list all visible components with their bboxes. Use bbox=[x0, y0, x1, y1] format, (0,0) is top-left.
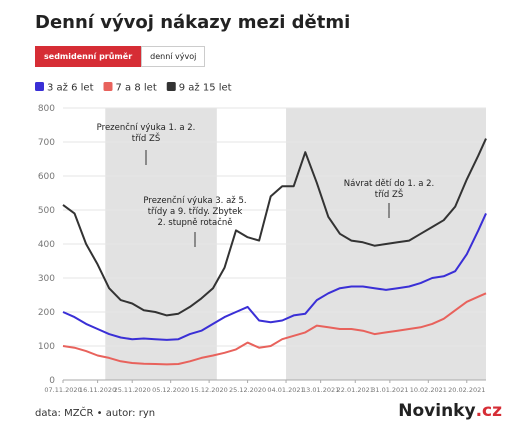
x-tick-label: 22.01.2021 bbox=[337, 386, 374, 394]
x-tick-label: 20.02.2021 bbox=[448, 386, 485, 394]
y-tick-label: 200 bbox=[38, 308, 55, 318]
chart: 0 100 200 300 400 500 600 700 800 07.11.202016.11… bbox=[35, 82, 487, 394]
series-line bbox=[62, 292, 487, 366]
y-tick-label: 700 bbox=[38, 138, 55, 148]
toggle: sedmidenní průměr denní vývoj bbox=[35, 46, 206, 67]
x-tick-label: 10.02.2021 bbox=[410, 386, 447, 394]
legend-swatch bbox=[103, 82, 113, 91]
x-tick-label: 16.11.2020 bbox=[79, 386, 116, 394]
annotation: tříd ZŠ bbox=[375, 188, 404, 200]
button-7day[interactable]: sedmidenní průměr bbox=[35, 46, 142, 67]
y-tick-label: 800 bbox=[38, 104, 55, 114]
x-tick-label: 05.12.2020 bbox=[152, 386, 189, 394]
y-tick-label: 400 bbox=[38, 240, 55, 250]
x-tick-label: 25.11.2020 bbox=[114, 386, 151, 394]
annotation: tříd ZŠ bbox=[132, 132, 161, 144]
series-line bbox=[62, 212, 487, 341]
legend-swatch bbox=[35, 82, 44, 91]
logo-text: Novinky bbox=[398, 401, 476, 421]
annotation: Prezenční výuka 1. a 2. bbox=[97, 122, 196, 133]
annotation: Prezenční výuka 3. až 5. bbox=[143, 195, 246, 206]
x-tick-label: 15.12.2020 bbox=[191, 386, 228, 394]
x-tick-label: 13.01.2021 bbox=[302, 386, 339, 394]
annotation: Návrat dětí do 1. a 2. bbox=[344, 179, 435, 189]
annotation: 2. stupně rotačně bbox=[157, 217, 232, 228]
legend-swatch bbox=[166, 82, 176, 91]
button-daily[interactable]: denní vývoj bbox=[141, 46, 206, 67]
series-line bbox=[62, 138, 487, 317]
logo: Novinky.cz bbox=[398, 401, 502, 421]
legend-label: 3 až 6 let bbox=[47, 82, 94, 94]
x-tick-label: 04.01.2021 bbox=[267, 386, 304, 394]
x-tick-label: 25.12.2020 bbox=[229, 386, 266, 394]
x-tick-label: 31.01.2021 bbox=[371, 386, 408, 394]
source: data: MZČR • autor: ryn bbox=[35, 408, 156, 419]
logo-suffix: .cz bbox=[475, 401, 502, 421]
title: Denní vývoj nákazy mezi dětmi bbox=[35, 12, 351, 33]
legend-label: 9 až 15 let bbox=[179, 82, 232, 94]
annotation: třídy a 9. třídy. Zbytek bbox=[148, 207, 243, 217]
y-tick-label: 0 bbox=[49, 376, 55, 386]
y-tick-label: 100 bbox=[38, 342, 55, 352]
y-tick-label: 300 bbox=[38, 274, 55, 284]
y-tick-label: 500 bbox=[38, 206, 55, 216]
x-tick-label: 07.11.2020 bbox=[44, 386, 81, 394]
legend-label: 7 a 8 let bbox=[116, 83, 157, 94]
y-tick-label: 600 bbox=[38, 172, 55, 182]
